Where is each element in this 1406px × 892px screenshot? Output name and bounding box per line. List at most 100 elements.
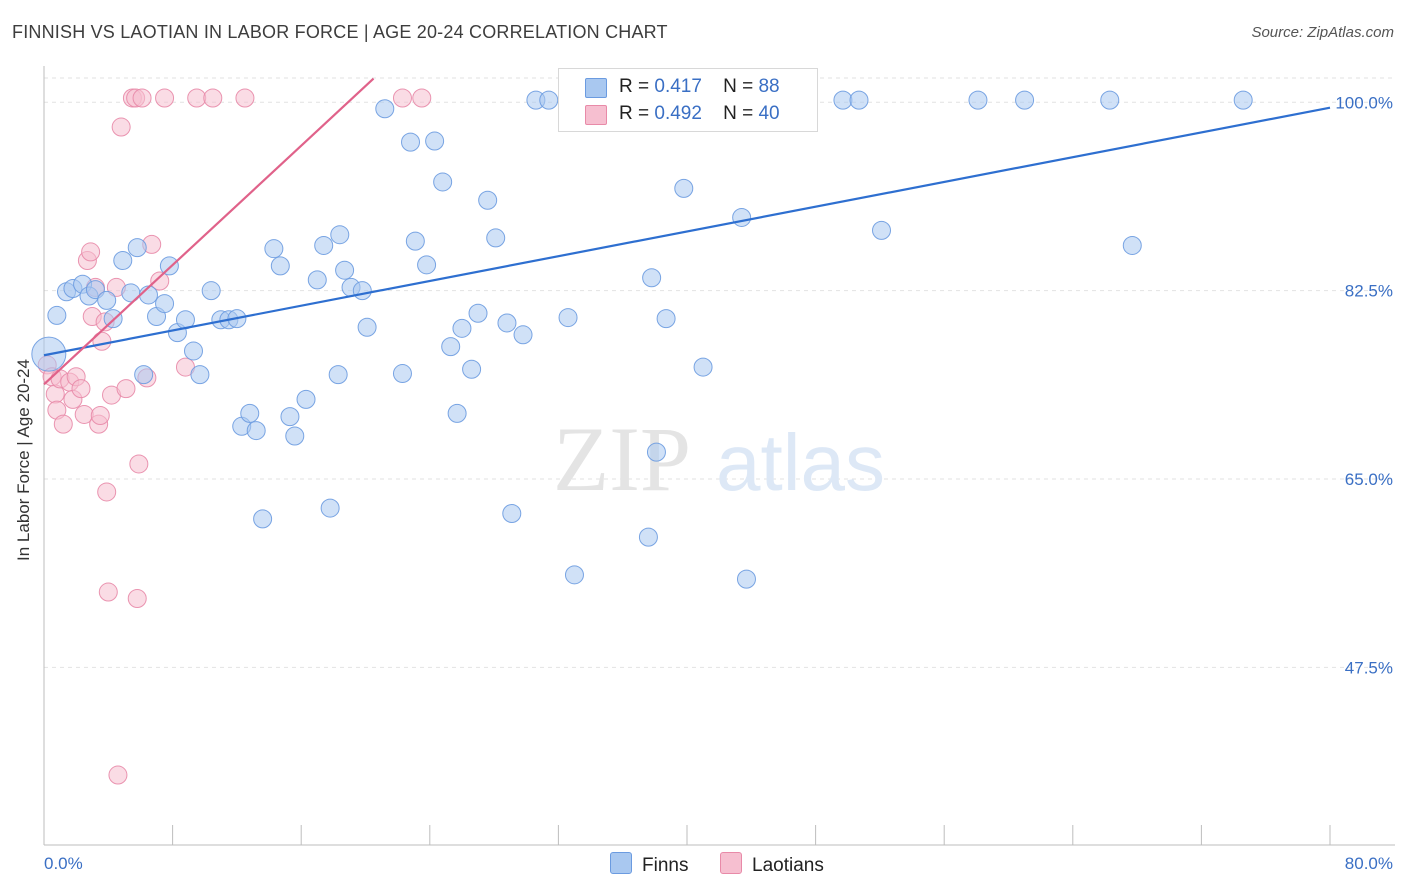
finns-point bbox=[159, 256, 179, 276]
laotians-point bbox=[187, 88, 207, 108]
y-tick-labels: 100.0% 82.5% 65.0% 47.5% bbox=[1335, 93, 1393, 677]
axes bbox=[43, 66, 1395, 846]
legend-stats-finns: R = 0.417 N = 88 bbox=[619, 76, 780, 97]
finns-point bbox=[201, 281, 221, 301]
bottom-legend-laotians[interactable]: Laotians bbox=[720, 852, 824, 876]
watermark-atlas: atlas bbox=[716, 418, 885, 507]
finns-point bbox=[392, 364, 412, 384]
finns-point bbox=[642, 268, 662, 288]
laotians-point bbox=[127, 589, 147, 609]
finns-point bbox=[646, 442, 666, 462]
finns-point bbox=[462, 359, 482, 379]
finns-point bbox=[264, 239, 284, 259]
watermark: ZIP atlas bbox=[553, 408, 885, 510]
bottom-legend-finns[interactable]: Finns bbox=[610, 852, 688, 876]
laotians-points bbox=[37, 88, 432, 785]
laotians-point bbox=[129, 454, 149, 474]
finns-point bbox=[732, 207, 752, 227]
watermark-zip: ZIP bbox=[553, 408, 691, 510]
finns-point bbox=[314, 235, 334, 255]
laotians-point bbox=[203, 88, 223, 108]
legend-swatch-finns bbox=[585, 78, 607, 98]
laotians-point bbox=[97, 482, 117, 502]
finns-point bbox=[47, 305, 67, 325]
finns-point bbox=[134, 365, 154, 385]
laotians-point bbox=[132, 88, 152, 108]
x-tick-label-min: 0.0% bbox=[44, 854, 83, 873]
legend-swatch-laotians bbox=[585, 105, 607, 125]
laotians-point bbox=[412, 88, 432, 108]
finns-point bbox=[335, 260, 355, 280]
bottom-legend-swatch-finns bbox=[610, 852, 632, 874]
laotians-point bbox=[235, 88, 255, 108]
finns-point bbox=[1100, 90, 1120, 110]
bottom-legend-swatch-laotians bbox=[720, 852, 742, 874]
finns-point bbox=[468, 303, 488, 323]
finns-point bbox=[564, 565, 584, 585]
finns-point bbox=[497, 313, 517, 333]
finns-point bbox=[968, 90, 988, 110]
finns-point bbox=[1122, 235, 1142, 255]
finns-point bbox=[405, 231, 425, 251]
finns-point bbox=[872, 220, 892, 240]
finns-point bbox=[425, 131, 445, 151]
finns-point bbox=[401, 132, 421, 152]
trend-lines bbox=[43, 77, 1331, 386]
laotians-point bbox=[155, 88, 175, 108]
legend-stats-laotians: R = 0.492 N = 40 bbox=[619, 103, 780, 124]
finns-point bbox=[127, 238, 147, 258]
laotians-point bbox=[111, 117, 131, 137]
laotians-point bbox=[92, 331, 112, 351]
finns-point bbox=[656, 309, 676, 329]
bottom-legend-label-laotians: Laotians bbox=[752, 855, 824, 876]
finns-point bbox=[320, 498, 340, 518]
finns-point bbox=[253, 509, 273, 529]
finns-point bbox=[246, 421, 266, 441]
finns-point bbox=[357, 317, 377, 337]
laotians-point bbox=[108, 765, 128, 785]
finns-point bbox=[447, 403, 467, 423]
laotians-point bbox=[116, 379, 136, 399]
laotians-point bbox=[53, 414, 73, 434]
x-tick-labels: 0.0% 80.0% bbox=[44, 854, 1393, 873]
finns-point bbox=[307, 270, 327, 290]
laotians-point bbox=[392, 88, 412, 108]
finns-point bbox=[833, 90, 853, 110]
finns-point bbox=[558, 308, 578, 328]
laotians-point bbox=[150, 271, 170, 291]
finns-point bbox=[441, 337, 461, 357]
finns-point bbox=[270, 256, 290, 276]
laotians-point bbox=[81, 242, 101, 262]
finns-point bbox=[486, 228, 506, 248]
finns-point bbox=[296, 389, 316, 409]
chart-title: FINNISH VS LAOTIAN IN LABOR FORCE | AGE … bbox=[12, 22, 668, 42]
finns-points bbox=[31, 90, 1253, 589]
laotians-point bbox=[71, 379, 91, 399]
bottom-legend-label-finns: Finns bbox=[642, 855, 689, 876]
finns-point bbox=[417, 255, 437, 275]
finns-point bbox=[285, 426, 305, 446]
laotians-point bbox=[98, 582, 118, 602]
finns-point bbox=[352, 281, 372, 301]
finns-point bbox=[183, 341, 203, 361]
finns-point bbox=[113, 251, 133, 271]
finns-point bbox=[330, 225, 350, 245]
stats-legend: R = 0.417 N = 88 R = 0.492 N = 40 bbox=[558, 68, 818, 132]
finns-point bbox=[328, 365, 348, 385]
finns-point bbox=[849, 90, 869, 110]
source-label: Source: ZipAtlas.com bbox=[1251, 24, 1394, 41]
laotians-trend-line bbox=[43, 77, 375, 386]
laotians-point bbox=[90, 406, 110, 426]
finns-point bbox=[433, 172, 453, 192]
finns-point bbox=[502, 503, 522, 523]
finns-point bbox=[638, 527, 658, 547]
y-tick-label: 100.0% bbox=[1335, 93, 1393, 112]
y-tick-label: 47.5% bbox=[1345, 658, 1393, 677]
finns-point bbox=[190, 365, 210, 385]
finns-point bbox=[240, 403, 260, 423]
finns-point bbox=[155, 294, 175, 314]
finns-point bbox=[375, 99, 395, 119]
finns-point bbox=[513, 325, 533, 345]
finns-point bbox=[97, 290, 117, 310]
